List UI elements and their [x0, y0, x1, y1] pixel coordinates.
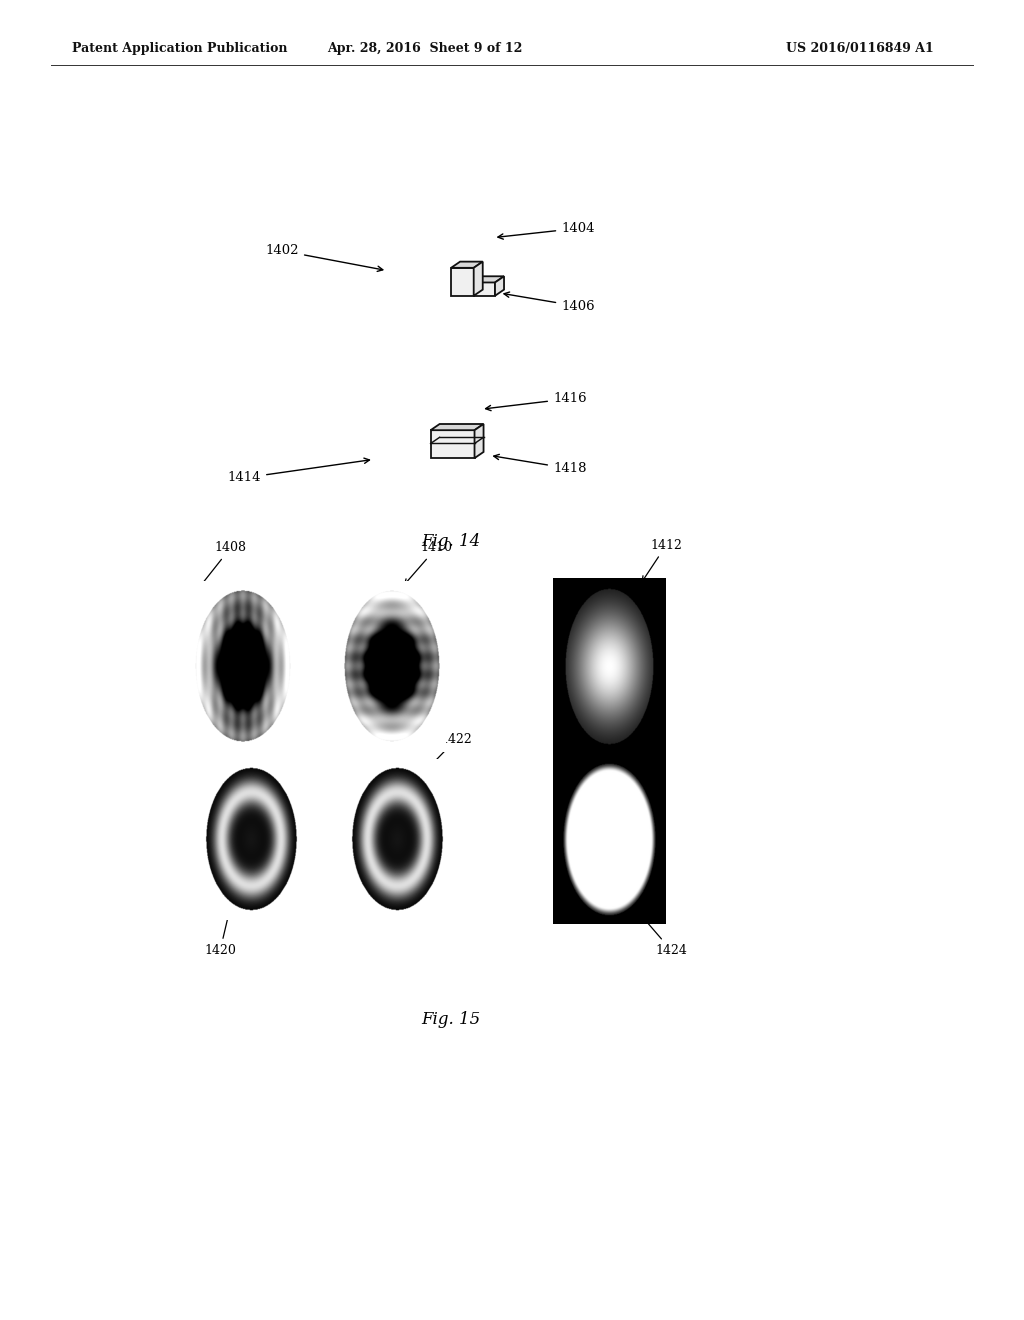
Text: 1404: 1404 — [498, 222, 595, 239]
Text: 1408: 1408 — [197, 541, 247, 591]
Text: 1412: 1412 — [642, 539, 682, 581]
Text: 1406: 1406 — [504, 292, 595, 313]
Text: 1402: 1402 — [265, 244, 383, 272]
Text: 1424: 1424 — [638, 911, 687, 957]
Polygon shape — [451, 261, 482, 268]
Polygon shape — [430, 430, 474, 458]
Text: Apr. 28, 2016  Sheet 9 of 12: Apr. 28, 2016 Sheet 9 of 12 — [328, 42, 522, 55]
Text: TE-TM: TE-TM — [588, 771, 631, 784]
Text: 1418: 1418 — [494, 454, 587, 475]
Text: 1422: 1422 — [421, 733, 472, 776]
Polygon shape — [430, 424, 483, 430]
Text: Fig. 14: Fig. 14 — [421, 533, 480, 549]
Polygon shape — [451, 268, 474, 296]
Text: 1416: 1416 — [485, 392, 587, 411]
Polygon shape — [495, 276, 504, 296]
Polygon shape — [474, 261, 482, 296]
Text: 1410: 1410 — [404, 541, 453, 585]
Text: Patent Application Publication: Patent Application Publication — [72, 42, 287, 55]
Polygon shape — [474, 276, 504, 282]
Text: 1420: 1420 — [204, 911, 237, 957]
Text: TE: TE — [234, 768, 252, 781]
Text: Fig. 15: Fig. 15 — [421, 1011, 480, 1027]
Text: US 2016/0116849 A1: US 2016/0116849 A1 — [786, 42, 934, 55]
Polygon shape — [474, 424, 483, 458]
Text: 1414: 1414 — [227, 458, 370, 484]
Text: TM: TM — [381, 768, 402, 781]
Polygon shape — [474, 282, 495, 296]
